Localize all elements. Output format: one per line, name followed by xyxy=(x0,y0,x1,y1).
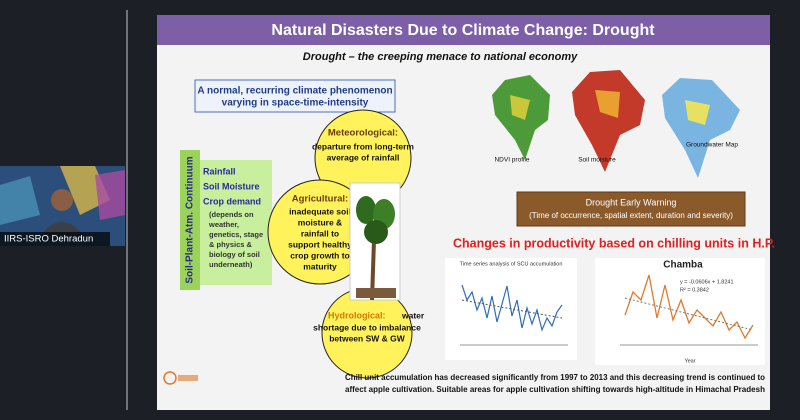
tile-art xyxy=(95,170,125,220)
type-text: water xyxy=(401,310,425,320)
type-text: shortage due to imbalance xyxy=(313,322,421,332)
continuum-note: underneath) xyxy=(209,260,253,269)
early-warning-detail: (Time of occurrence, spatial extent, dur… xyxy=(529,211,733,220)
continuum-note: genetics, stage xyxy=(209,230,263,239)
type-text: moisture & xyxy=(298,217,342,227)
early-warning-title: Drought Early Warning xyxy=(586,197,677,207)
groundwater-map xyxy=(685,100,710,125)
footer-line: Chill unit accumulation has decreased si… xyxy=(345,373,765,382)
productivity-heading: Changes in productivity based on chillin… xyxy=(453,236,775,250)
name-bar xyxy=(0,232,110,246)
continuum-item: Crop demand xyxy=(203,196,261,206)
type-text: maturity xyxy=(303,261,337,271)
type-name: Meteorological: xyxy=(328,128,398,139)
title-bar xyxy=(157,15,770,45)
type-name: Agricultural: xyxy=(292,194,348,205)
chart-xlabel: Year xyxy=(684,358,695,364)
soil-moisture-map xyxy=(572,70,645,172)
slide-title: Natural Disasters Due to Climate Change:… xyxy=(271,22,655,39)
definition-line: varying in space-time-intensity xyxy=(222,98,369,109)
type-text: between SW & GW xyxy=(329,333,406,343)
chart-line xyxy=(624,274,754,340)
continuum-note: (depends on xyxy=(209,210,254,219)
chart-title: Time series analysis of SCU accumulation xyxy=(460,261,563,267)
map-label: NDVI profile xyxy=(494,157,529,164)
early-warning-box xyxy=(516,191,746,227)
continuum-bar xyxy=(180,150,200,290)
continuum-note: weather, xyxy=(208,220,239,229)
continuum-item: Soil Moisture xyxy=(203,181,260,191)
continuum-note: & physics & xyxy=(209,240,253,249)
map-label: Soil moisture xyxy=(578,157,616,164)
tile-art xyxy=(0,176,40,225)
type-text: departure from long-term xyxy=(312,141,414,151)
soil-moisture-map xyxy=(595,90,620,118)
chart-line xyxy=(461,284,563,332)
participant-name: IIRS-ISRO Dehradun xyxy=(4,234,93,245)
type-text: rainfall to xyxy=(301,228,339,238)
definition-box xyxy=(194,79,396,113)
ndvi-map xyxy=(510,95,530,120)
continuum-label: Soil-Plant-Atm. Continuum xyxy=(185,156,196,283)
trend-line xyxy=(461,299,563,319)
type-text: crop growth to xyxy=(290,250,350,260)
chart-equation: R² = 0.3842 xyxy=(680,287,709,293)
type-name: Hydrological: xyxy=(328,310,386,320)
chart-equation: y = -0.0606x + 1.8241 xyxy=(680,279,734,285)
type-text: support healthy xyxy=(288,239,352,249)
person-head xyxy=(51,189,73,211)
type-text: average of rainfall xyxy=(327,152,400,162)
slide-subtitle: Drought – the creeping menace to nationa… xyxy=(303,51,578,63)
participant-tile[interactable]: IIRS-ISRO Dehradun xyxy=(0,166,125,246)
chart-title: Chamba xyxy=(663,260,703,271)
definition-line: A normal, recurring climate phenomenon xyxy=(197,86,392,97)
continuum-box xyxy=(200,160,272,285)
footer-line: affect apple cultivation. Suitable areas… xyxy=(345,385,765,394)
trend-line xyxy=(624,297,754,331)
groundwater-map xyxy=(662,78,740,178)
map-label: Groundwater Map xyxy=(686,142,738,149)
logo xyxy=(163,371,198,385)
continuum-note: biology of soil xyxy=(209,250,260,259)
type-text: inadequate soil xyxy=(289,206,351,216)
continuum-item: Rainfall xyxy=(203,166,236,176)
tree-picture xyxy=(349,182,401,301)
